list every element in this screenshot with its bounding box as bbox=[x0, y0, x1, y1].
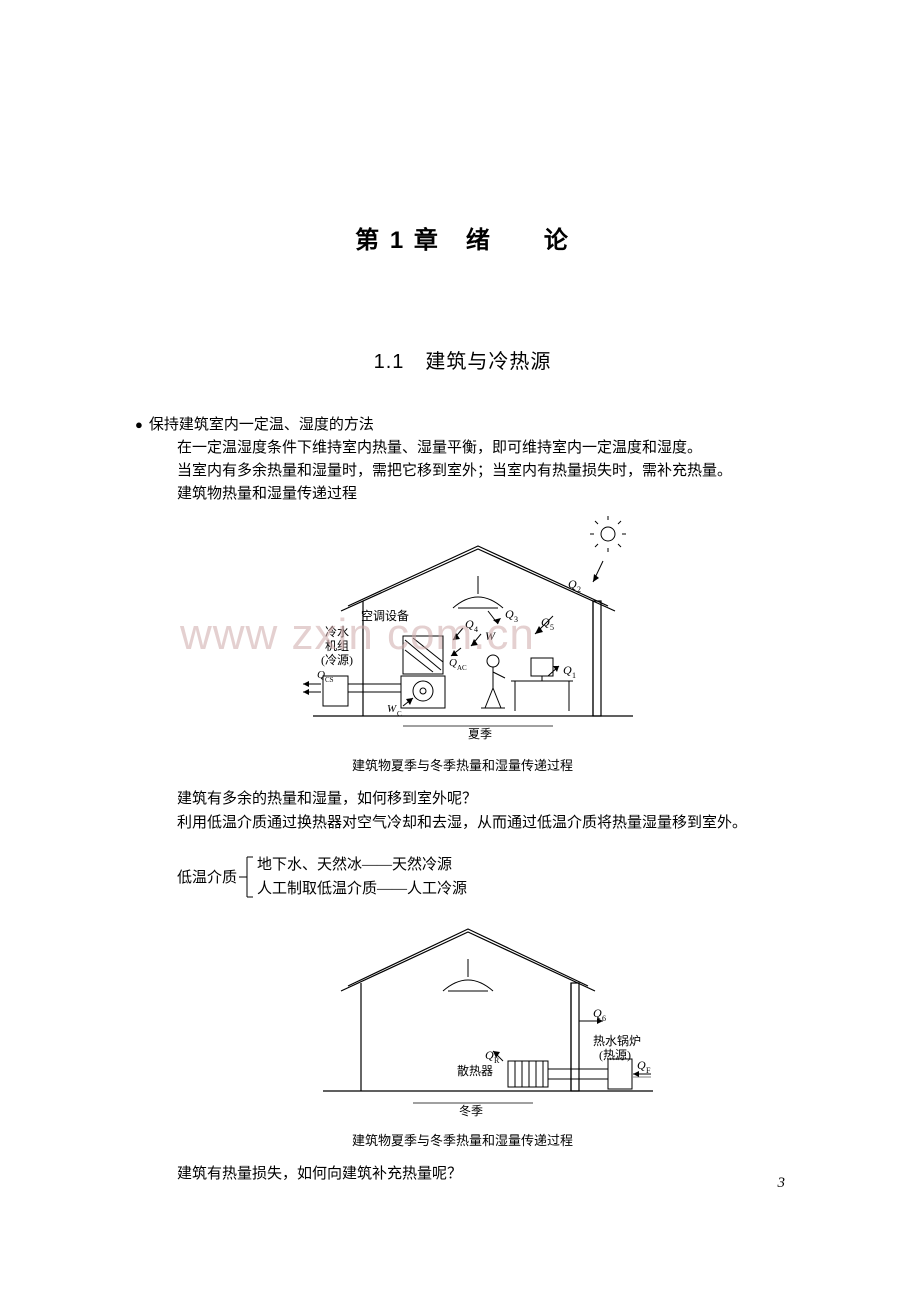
svg-text:AC: AC bbox=[457, 664, 467, 672]
winter-diagram-svg: Q6 QR QF 热水锅炉 (热源) 散热器 冬季 bbox=[253, 911, 673, 1121]
svg-text:Q: Q bbox=[317, 669, 325, 681]
bracket-line1: 地下水、天然冰——天然冷源 bbox=[257, 853, 467, 877]
svg-text:CS: CS bbox=[325, 676, 334, 684]
bullet-heading: 保持建筑室内一定温、湿度的方法 bbox=[149, 414, 374, 437]
section-title: 1.1 建筑与冷热源 bbox=[135, 345, 790, 374]
svg-text:W: W bbox=[387, 703, 397, 715]
figure-summer: Q2 Q3 Q4 W Q5 Q1 QAC QCS WC 空调设备 冷水 机组 (… bbox=[135, 516, 790, 751]
left-bracket-icon bbox=[237, 853, 255, 901]
svg-text:机组: 机组 bbox=[325, 639, 349, 653]
svg-text:Q: Q bbox=[505, 607, 514, 621]
svg-text:(冷源): (冷源) bbox=[321, 653, 353, 667]
svg-text:热水锅炉: 热水锅炉 bbox=[593, 1033, 641, 1048]
svg-text:夏季: 夏季 bbox=[468, 727, 492, 741]
svg-text:F: F bbox=[646, 1066, 651, 1075]
svg-text:6: 6 bbox=[602, 1014, 606, 1023]
bracket-label: 低温介质 bbox=[177, 866, 237, 887]
svg-text:3: 3 bbox=[514, 615, 518, 624]
after-fig2-line1: 建筑有热量损失，如何向建筑补充热量呢？ bbox=[177, 1163, 790, 1186]
svg-text:W: W bbox=[485, 629, 496, 643]
after-fig1-line2: 利用低温介质通过换热器对空气冷却和去湿，从而通过低温介质将热量湿量移到室外。 bbox=[177, 812, 790, 835]
svg-text:Q: Q bbox=[541, 615, 550, 629]
chapter-title: 第 1 章 绪 论 bbox=[135, 220, 790, 255]
svg-text:Q: Q bbox=[568, 577, 577, 591]
paragraph-3: 建筑物热量和湿量传递过程 bbox=[177, 483, 790, 506]
figure-winter-caption: 建筑物夏季与冬季热量和湿量传递过程 bbox=[135, 1130, 790, 1149]
svg-text:1: 1 bbox=[572, 671, 576, 680]
figure-winter: Q6 QR QF 热水锅炉 (热源) 散热器 冬季 bbox=[135, 911, 790, 1126]
bullet-dot-icon: ● bbox=[135, 414, 143, 436]
svg-text:Q: Q bbox=[449, 657, 457, 669]
bracket-line2: 人工制取低温介质——人工冷源 bbox=[257, 877, 467, 901]
svg-text:Q: Q bbox=[593, 1006, 602, 1020]
svg-text:冬季: 冬季 bbox=[459, 1103, 483, 1118]
label-ac-equip: 空调设备 bbox=[361, 609, 409, 623]
svg-text:C: C bbox=[397, 710, 402, 718]
paragraph-1: 在一定温湿度条件下维持室内热量、湿量平衡，即可维持室内一定温度和湿度。 bbox=[177, 437, 790, 460]
svg-text:(热源): (热源) bbox=[599, 1048, 631, 1062]
summer-diagram-svg: Q2 Q3 Q4 W Q5 Q1 QAC QCS WC 空调设备 冷水 机组 (… bbox=[253, 516, 673, 746]
figure-summer-caption: 建筑物夏季与冬季热量和湿量传递过程 bbox=[135, 755, 790, 774]
svg-text:R: R bbox=[494, 1056, 500, 1065]
page-number: 3 bbox=[778, 1175, 786, 1192]
svg-text:散热器: 散热器 bbox=[457, 1063, 493, 1078]
svg-text:Q: Q bbox=[563, 663, 572, 677]
paragraph-2: 当室内有多余热量和湿量时，需把它移到室外；当室内有热量损失时，需补充热量。 bbox=[177, 460, 790, 483]
after-fig1-line1: 建筑有多余的热量和湿量，如何移到室外呢？ bbox=[177, 788, 790, 811]
svg-text:4: 4 bbox=[474, 625, 478, 634]
bracket-definition: 低温介质 地下水、天然冰——天然冷源 人工制取低温介质——人工冷源 bbox=[177, 853, 790, 901]
bullet-row: ● 保持建筑室内一定温、湿度的方法 bbox=[135, 414, 790, 437]
svg-text:冷水: 冷水 bbox=[325, 625, 349, 639]
svg-text:Q: Q bbox=[465, 617, 474, 631]
svg-text:Q: Q bbox=[637, 1058, 646, 1072]
svg-text:2: 2 bbox=[577, 585, 581, 594]
svg-text:5: 5 bbox=[550, 623, 554, 632]
svg-text:Q: Q bbox=[485, 1048, 494, 1062]
